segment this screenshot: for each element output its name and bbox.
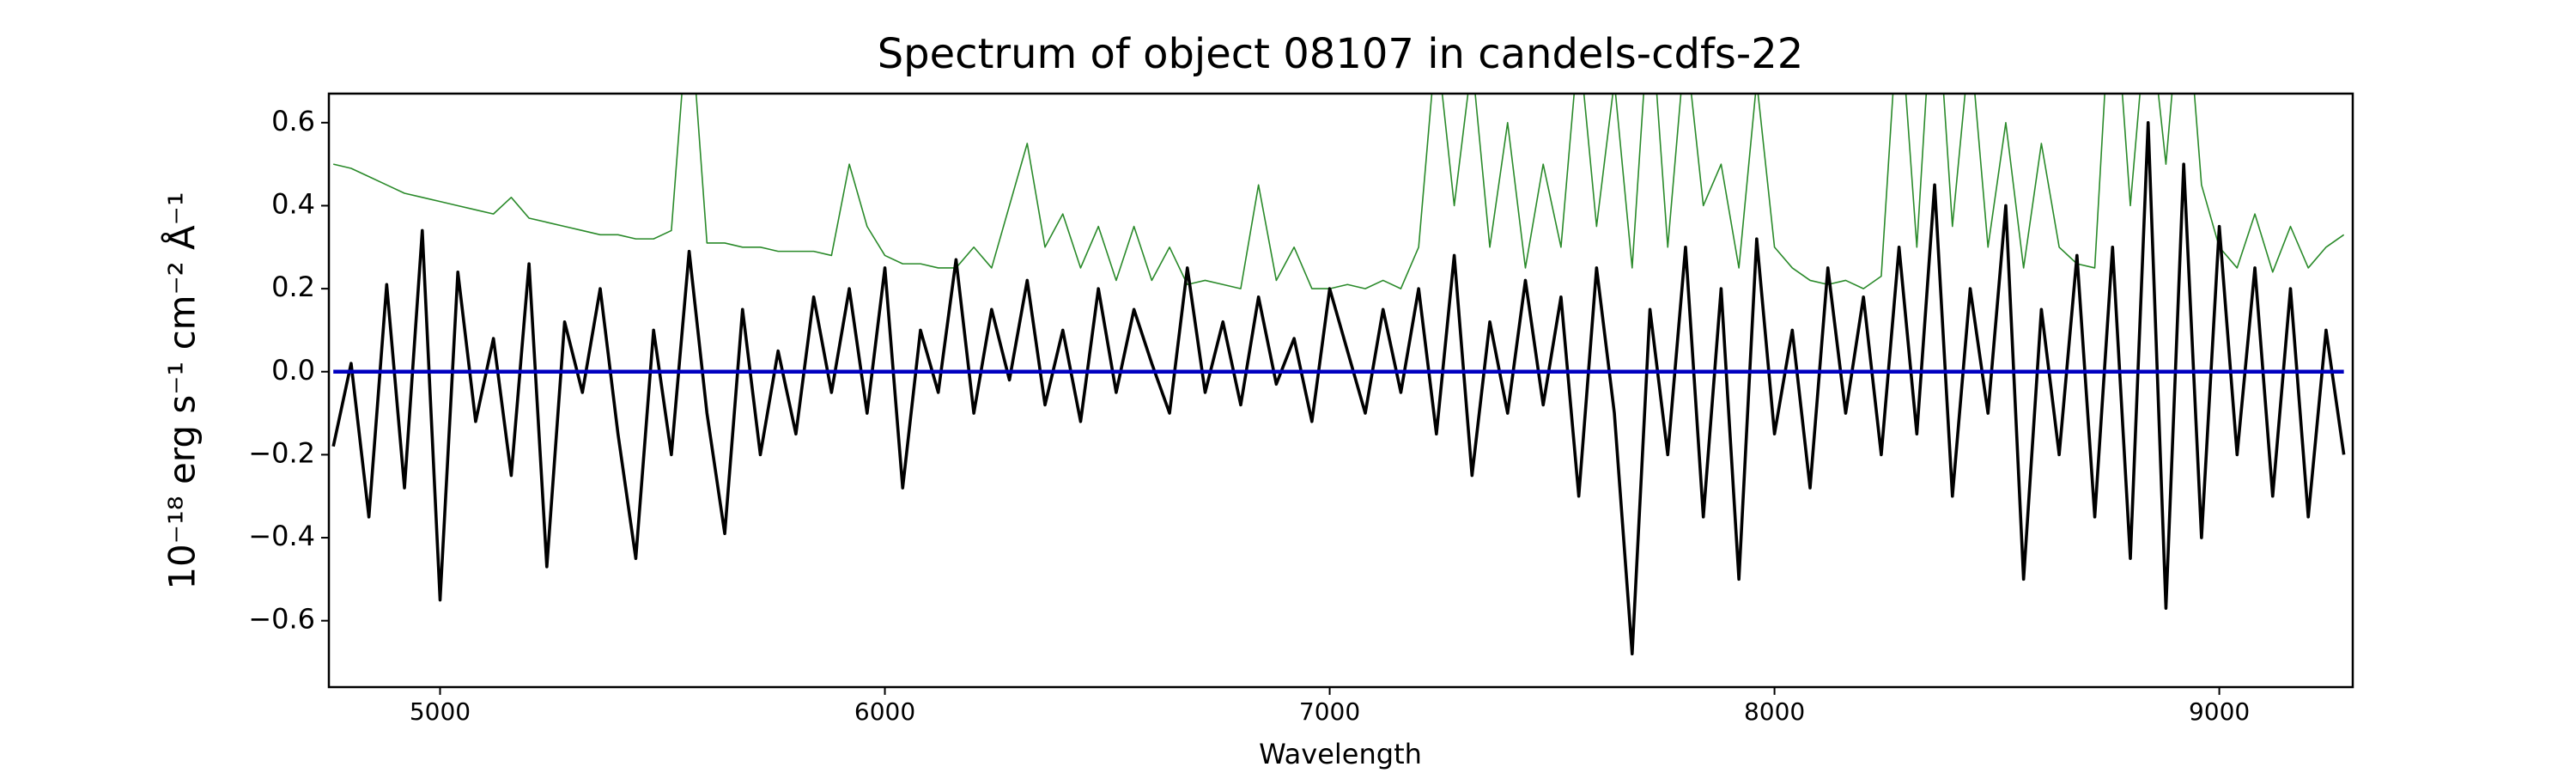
y-tick-label: −0.6 bbox=[248, 603, 315, 636]
x-tick-label: 7000 bbox=[1299, 697, 1360, 726]
spectrum-line bbox=[332, 94, 2345, 289]
chart-title: Spectrum of object 08107 in candels-cdfs… bbox=[878, 30, 1804, 78]
x-tick-label: 5000 bbox=[410, 697, 471, 726]
y-tick-label: −0.2 bbox=[248, 436, 315, 469]
axes-frame bbox=[327, 92, 2354, 689]
x-tick-label: 6000 bbox=[854, 697, 915, 726]
y-tick-label: −0.4 bbox=[248, 520, 315, 552]
x-tick-label: 8000 bbox=[1744, 697, 1805, 726]
spectrum-line bbox=[331, 121, 2346, 656]
x-axis-label: Wavelength bbox=[1259, 738, 1422, 770]
y-tick-label: 0.2 bbox=[271, 271, 315, 303]
y-tick-label: 0.6 bbox=[271, 105, 315, 137]
plot-area bbox=[331, 94, 2346, 656]
y-tick-label: 0.0 bbox=[271, 354, 315, 386]
x-tick-label: 9000 bbox=[2189, 697, 2250, 726]
y-axis-label: 10⁻¹⁸ erg s⁻¹ cm⁻² Å⁻¹ bbox=[161, 192, 204, 589]
y-tick-label: 0.4 bbox=[271, 187, 315, 220]
